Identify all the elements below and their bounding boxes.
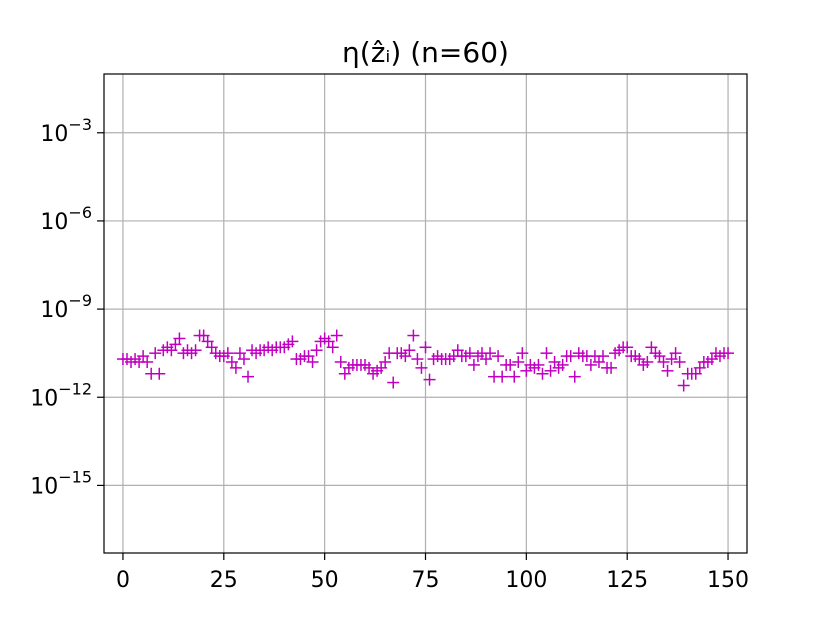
data-point (306, 355, 319, 368)
y-tick-label-base: 10 (30, 474, 58, 499)
y-tick-label-base: 10 (40, 122, 68, 147)
data-point (237, 353, 250, 366)
data-point (242, 370, 255, 383)
data-point (661, 364, 674, 377)
data-point (419, 341, 432, 354)
data-point (596, 350, 609, 363)
data-point (568, 370, 581, 383)
y-tick-label-exponent: −6 (68, 203, 92, 222)
data-point (411, 353, 424, 366)
data-point (403, 344, 416, 357)
y-tick-label: 10−3 (40, 115, 92, 147)
x-tick-label: 150 (707, 568, 749, 593)
data-point (657, 355, 670, 368)
data-point (173, 332, 186, 345)
grid-lines (104, 74, 747, 553)
y-tick-label: 10−6 (40, 203, 92, 235)
data-point (540, 347, 553, 360)
data-point (584, 358, 597, 371)
y-tick-label-exponent: −12 (58, 379, 92, 398)
data-point (536, 367, 549, 380)
data-point (621, 341, 634, 354)
data-point (463, 347, 476, 360)
data-point (334, 355, 347, 368)
y-tick-label-exponent: −3 (68, 115, 92, 134)
chart-title: η(ẑᵢ) (n=60) (342, 36, 509, 69)
data-point (605, 361, 618, 374)
y-tick-label-base: 10 (30, 386, 58, 411)
data-point (221, 347, 234, 360)
y-tick-label-exponent: −9 (68, 291, 92, 310)
data-point (492, 350, 505, 363)
data-point (141, 355, 154, 368)
x-tick-label: 50 (311, 568, 339, 593)
y-tick-label: 10−9 (40, 291, 92, 323)
data-point (423, 373, 436, 386)
data-point (387, 376, 400, 389)
data-point (330, 329, 343, 342)
x-tick-label: 0 (116, 568, 130, 593)
y-tick-label-base: 10 (40, 298, 68, 323)
data-point (564, 350, 577, 363)
data-point (508, 370, 521, 383)
data-point (544, 364, 557, 377)
x-tick-label: 125 (606, 568, 648, 593)
y-tick-label: 10−15 (30, 467, 92, 499)
data-point (310, 344, 323, 357)
data-point (286, 335, 299, 348)
data-point (673, 355, 686, 368)
data-point (722, 347, 735, 360)
data-point (189, 344, 202, 357)
data-point (484, 347, 497, 360)
data-point (641, 355, 654, 368)
data-point (669, 347, 682, 360)
y-tick-label-exponent: −15 (58, 467, 92, 486)
data-point (516, 347, 529, 360)
data-point (407, 329, 420, 342)
x-tick-label: 75 (412, 568, 440, 593)
data-point (467, 358, 480, 371)
y-tick-label: 10−12 (30, 379, 92, 411)
data-point (229, 361, 242, 374)
data-point (556, 358, 569, 371)
y-tick-label-base: 10 (40, 210, 68, 235)
data-point (512, 355, 525, 368)
data-point (415, 361, 428, 374)
data-point (504, 358, 517, 371)
x-tick-label: 100 (505, 568, 547, 593)
data-point (677, 379, 690, 392)
data-point (149, 347, 162, 360)
data-point (326, 341, 339, 354)
data-point (532, 358, 545, 371)
data-point (496, 370, 509, 383)
data-markers (116, 329, 735, 392)
x-tick-label: 25 (210, 568, 238, 593)
data-point (379, 355, 392, 368)
data-point (153, 367, 166, 380)
